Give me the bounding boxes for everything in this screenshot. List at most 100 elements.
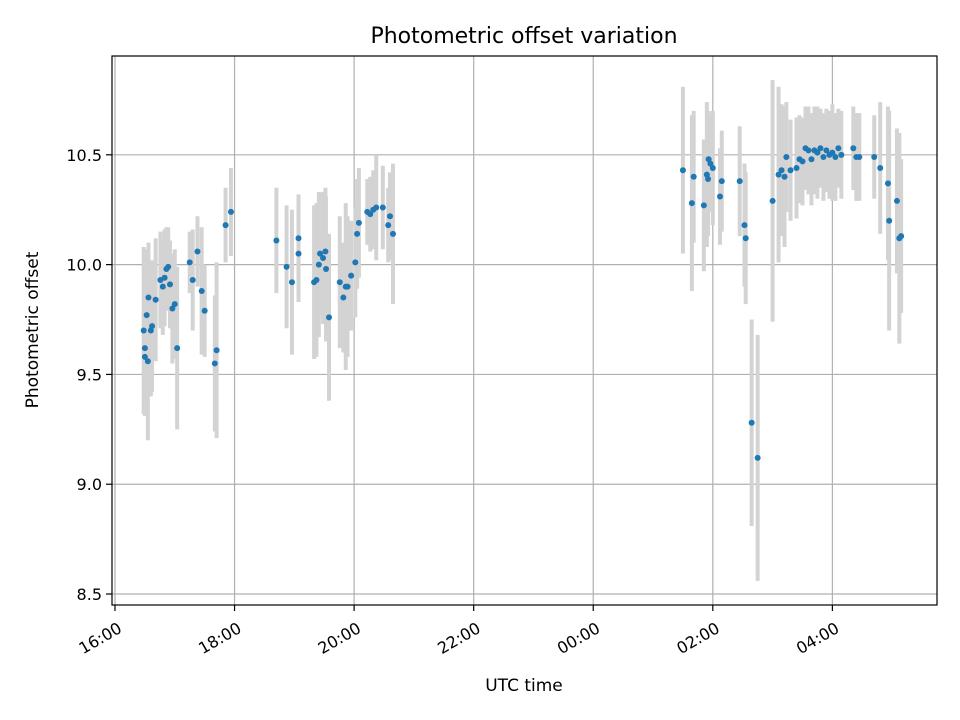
data-point (165, 263, 172, 270)
data-point (817, 145, 824, 152)
data-point (709, 164, 716, 171)
data-point (295, 250, 302, 257)
data-point (838, 151, 845, 158)
data-point (379, 204, 386, 211)
data-point (141, 345, 148, 352)
chart-title: Photometric offset variation (370, 24, 677, 49)
y-tick-label: 10.5 (66, 146, 102, 165)
x-axis-label: UTC time (485, 676, 563, 696)
data-point (781, 173, 788, 180)
data-points (140, 145, 905, 461)
grid (112, 56, 937, 605)
data-point (707, 160, 714, 167)
data-point (386, 213, 393, 220)
data-point (805, 147, 812, 154)
data-point (787, 167, 794, 174)
data-point (336, 279, 343, 286)
data-point (688, 200, 695, 207)
data-point (793, 164, 800, 171)
data-point (355, 219, 362, 226)
data-point (186, 259, 193, 266)
data-point (171, 301, 178, 308)
data-point (149, 323, 156, 330)
data-point (367, 211, 374, 218)
data-point (322, 248, 329, 255)
data-point (344, 283, 351, 290)
y-tick-label: 9.5 (77, 365, 102, 384)
data-point (898, 233, 905, 240)
data-point (736, 178, 743, 185)
data-point (389, 230, 396, 237)
data-point (227, 208, 234, 215)
data-point (288, 279, 295, 286)
data-point (315, 261, 322, 268)
data-point (808, 156, 815, 163)
data-point (166, 281, 173, 288)
y-tick-label: 10.0 (66, 256, 102, 275)
data-point (690, 173, 697, 180)
data-point (273, 237, 280, 244)
data-point (778, 167, 785, 174)
data-point (769, 197, 776, 204)
data-point (799, 158, 806, 165)
data-point (201, 307, 208, 314)
data-point (189, 276, 196, 283)
data-point (295, 235, 302, 242)
data-point (814, 149, 821, 156)
data-point (169, 305, 176, 312)
data-point (222, 222, 229, 229)
data-point (748, 419, 755, 426)
data-point (820, 154, 827, 161)
data-point (871, 154, 878, 161)
data-point (679, 167, 686, 174)
data-point (159, 283, 166, 290)
y-axis-label: Photometric offset (23, 251, 43, 408)
data-point (352, 259, 359, 266)
data-point (317, 250, 324, 257)
data-point (716, 193, 723, 200)
data-point (742, 235, 749, 242)
data-point (152, 296, 159, 303)
data-point (323, 266, 330, 273)
data-point (373, 204, 380, 211)
y-tick-label: 9.0 (77, 475, 102, 494)
data-point (144, 358, 151, 365)
data-point (140, 327, 147, 334)
data-point (775, 171, 782, 178)
data-point (835, 145, 842, 152)
data-point (145, 294, 152, 301)
data-point (754, 454, 761, 461)
data-point (850, 145, 857, 152)
data-point (354, 230, 361, 237)
data-point (194, 248, 201, 255)
data-point (823, 147, 830, 154)
data-point (174, 345, 181, 352)
data-point (313, 276, 320, 283)
data-point (211, 360, 218, 367)
data-point (741, 222, 748, 229)
data-point (143, 312, 150, 319)
data-point (348, 272, 355, 279)
data-point (886, 217, 893, 224)
y-tick-label: 8.5 (77, 585, 102, 604)
data-point (884, 180, 891, 187)
data-point (385, 222, 392, 229)
data-point (320, 255, 327, 262)
data-point (783, 154, 790, 161)
data-point (705, 175, 712, 182)
data-point (832, 154, 839, 161)
plot-area-frame (111, 55, 938, 606)
data-point (326, 314, 333, 321)
data-point (198, 287, 205, 294)
data-point (283, 263, 290, 270)
data-point (718, 178, 725, 185)
data-point (856, 154, 863, 161)
data-point (893, 197, 900, 204)
data-point (141, 353, 148, 360)
data-point (340, 294, 347, 301)
data-point (213, 347, 220, 354)
data-point (877, 164, 884, 171)
data-point (700, 202, 707, 209)
data-point (829, 149, 836, 156)
